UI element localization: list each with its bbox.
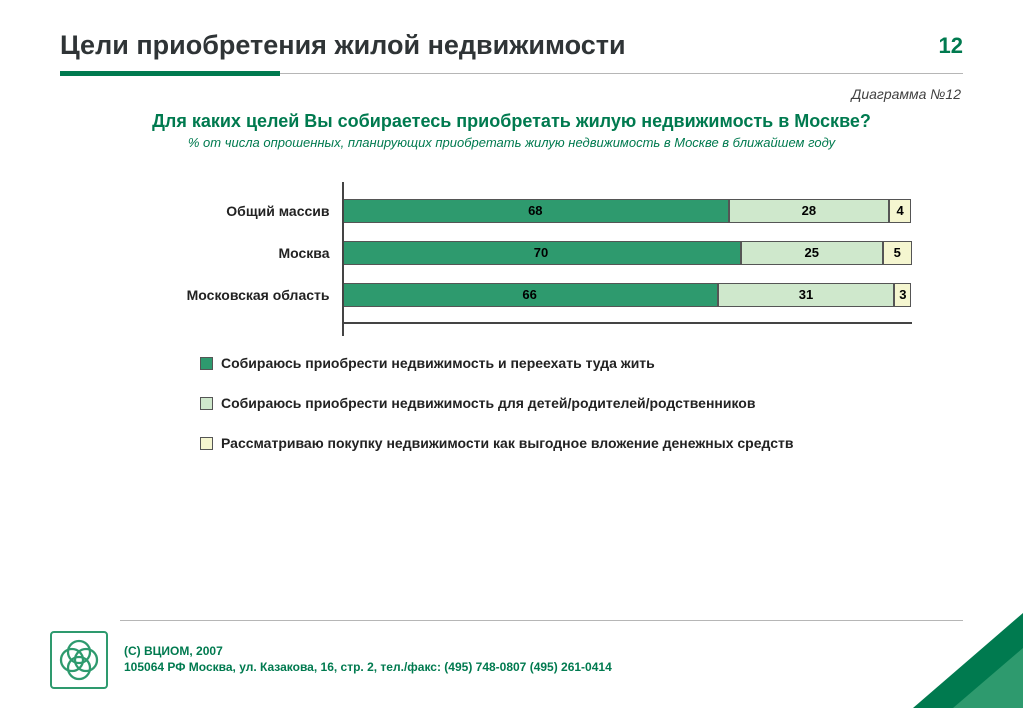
chart-row-label: Москва <box>112 245 342 261</box>
legend-swatch-icon <box>200 437 213 450</box>
legend-item: Рассматриваю покупку недвижимости как вы… <box>200 434 920 452</box>
question-subtitle: % от числа опрошенных, планирующих приоб… <box>77 135 947 150</box>
chart-rows: Общий массив68284Москва70255Московская о… <box>112 190 912 316</box>
chart-bar: 66313 <box>342 283 912 307</box>
title-rule-line <box>280 73 963 74</box>
chart-segment: 31 <box>718 283 895 307</box>
legend-item: Собираюсь приобрести недвижимость для де… <box>200 394 920 412</box>
chart-area: Общий массив68284Москва70255Московская о… <box>112 190 912 324</box>
question-block: Для каких целей Вы собираетесь приобрета… <box>77 110 947 150</box>
title-rule-accent <box>60 71 280 76</box>
legend-label: Собираюсь приобрести недвижимость для де… <box>221 394 755 412</box>
legend-swatch-icon <box>200 357 213 370</box>
question-title: Для каких целей Вы собираетесь приобрета… <box>77 110 947 133</box>
chart-segment: 3 <box>894 283 911 307</box>
chart-bar: 70255 <box>342 241 912 265</box>
chart-segment: 66 <box>342 283 718 307</box>
corner-triangle-inner <box>953 648 1023 708</box>
chart-segment: 70 <box>342 241 741 265</box>
chart-segment: 68 <box>342 199 730 223</box>
logo-svg <box>57 638 101 682</box>
chart-y-axis <box>342 182 344 336</box>
legend-label: Рассматриваю покупку недвижимости как вы… <box>221 434 793 452</box>
chart-bar: 68284 <box>342 199 912 223</box>
legend-item: Собираюсь приобрести недвижимость и пере… <box>200 354 920 372</box>
chart-segment: 5 <box>883 241 912 265</box>
footer-line1: (С) ВЦИОМ, 2007 <box>124 644 612 660</box>
footer-text: (С) ВЦИОМ, 2007 105064 РФ Москва, ул. Ка… <box>124 644 612 675</box>
legend-swatch-icon <box>200 397 213 410</box>
page-number: 12 <box>939 33 963 59</box>
chart-segment: 4 <box>889 199 912 223</box>
chart-row-label: Московская область <box>112 287 342 303</box>
footer: (С) ВЦИОМ, 2007 105064 РФ Москва, ул. Ка… <box>0 620 1023 708</box>
header-row: Цели приобретения жилой недвижимости 12 <box>0 0 1023 65</box>
vciom-logo-icon <box>50 631 108 689</box>
chart-x-axis <box>342 322 912 324</box>
chart-legend: Собираюсь приобрести недвижимость и пере… <box>200 354 920 453</box>
chart-segment: 28 <box>729 199 889 223</box>
footer-line2: 105064 РФ Москва, ул. Казакова, 16, стр.… <box>124 660 612 676</box>
slide-title: Цели приобретения жилой недвижимости <box>60 30 626 61</box>
footer-row: (С) ВЦИОМ, 2007 105064 РФ Москва, ул. Ка… <box>0 621 1023 689</box>
chart-row: Общий массив68284 <box>112 190 912 232</box>
chart-segment: 25 <box>741 241 884 265</box>
slide-root: Цели приобретения жилой недвижимости 12 … <box>0 0 1023 708</box>
chart-number-label: Диаграмма №12 <box>0 76 1023 102</box>
legend-label: Собираюсь приобрести недвижимость и пере… <box>221 354 655 372</box>
chart-row-label: Общий массив <box>112 203 342 219</box>
chart-row: Московская область66313 <box>112 274 912 316</box>
chart-row: Москва70255 <box>112 232 912 274</box>
